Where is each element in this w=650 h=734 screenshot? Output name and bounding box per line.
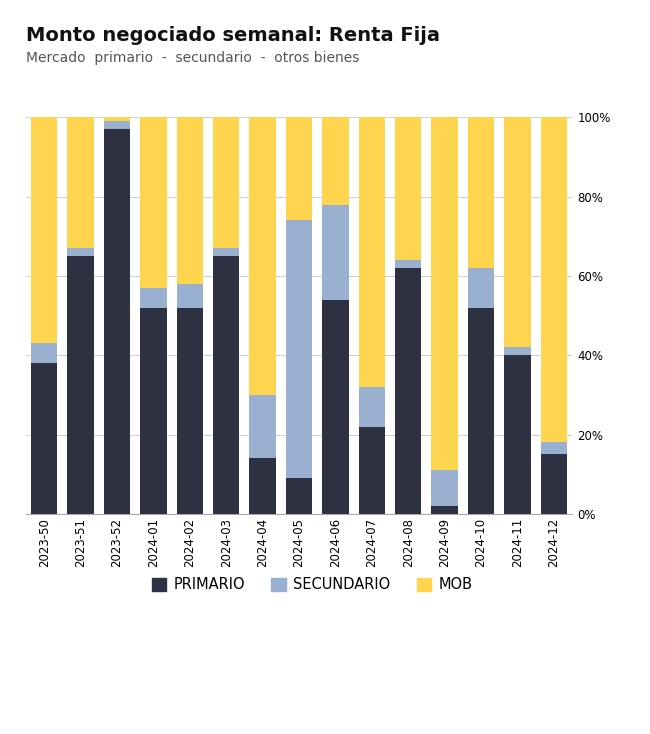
Text: Fuente: BVC, BCV: Fuente: BVC, BCV [20,644,122,655]
Bar [286,220,312,478]
Bar [432,470,458,506]
Bar [359,117,385,387]
Bar [286,478,312,514]
Bar [68,256,94,514]
Bar [31,363,57,514]
Bar [177,308,203,514]
Bar [322,299,348,514]
Bar [322,205,348,299]
Bar [359,426,385,514]
Bar [104,121,130,129]
Bar [322,117,348,205]
Bar [432,117,458,470]
Bar [468,117,494,268]
Bar [140,117,166,288]
Legend: PRIMARIO, SECUNDARIO, MOB: PRIMARIO, SECUNDARIO, MOB [146,572,478,598]
Bar [250,117,276,395]
Bar [395,117,421,260]
Bar [541,454,567,514]
Bar [432,506,458,514]
Bar [395,260,421,268]
Bar [468,268,494,308]
Bar [359,387,385,426]
Bar [213,248,239,256]
Bar [468,308,494,514]
Bar [177,117,203,284]
Text: Elaborado por Francisco Sanabria Avella: Elaborado por Francisco Sanabria Avella [20,685,257,695]
Bar [541,117,567,443]
Bar [104,129,130,514]
Bar [286,117,312,220]
Bar [31,117,57,344]
Bar [504,355,530,514]
Bar [68,117,94,248]
Bar [504,117,530,347]
Bar [541,443,567,454]
Bar [104,117,130,121]
Text: Monto negociado semanal: Renta Fija: Monto negociado semanal: Renta Fija [26,26,440,45]
Bar [250,458,276,514]
Bar [140,308,166,514]
Bar [213,256,239,514]
Bar [177,284,203,308]
Bar [140,288,166,308]
Text: Mercado  primario  -  secundario  -  otros bienes: Mercado primario - secundario - otros bi… [26,51,359,65]
Bar [395,268,421,514]
Bar [68,248,94,256]
Bar [250,395,276,458]
Bar [31,344,57,363]
Bar [213,117,239,248]
Bar [504,347,530,355]
